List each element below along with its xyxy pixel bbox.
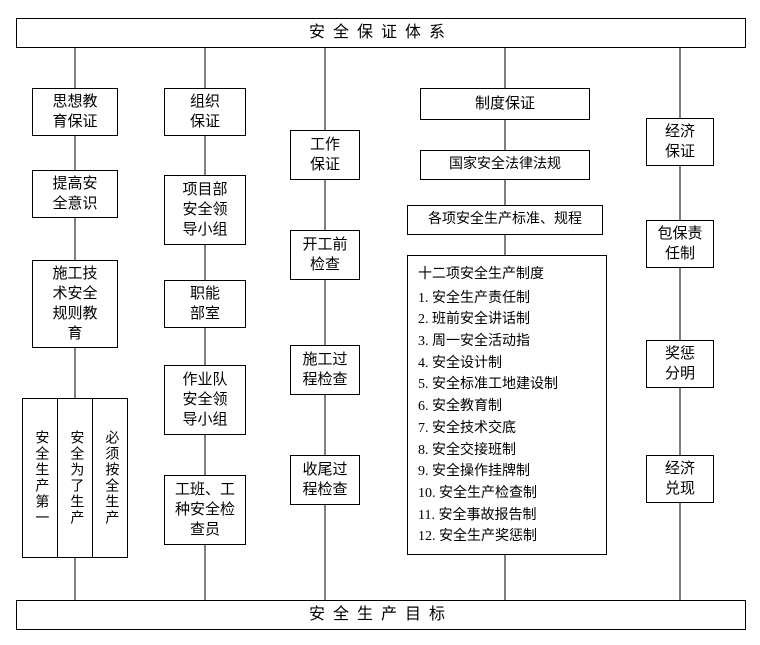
col2-box3: 职能 部室 bbox=[164, 280, 246, 328]
col1-box4-a: 安全生产第一 bbox=[23, 399, 57, 557]
col3-box2: 开工前 检查 bbox=[290, 230, 360, 280]
col4-list-item: 2. 班前安全讲话制 bbox=[418, 309, 596, 331]
col4-list-item: 3. 周一安全活动指 bbox=[418, 331, 596, 353]
col4-box3: 各项安全生产标准、规程 bbox=[407, 205, 603, 235]
col4-list-item: 10. 安全生产检查制 bbox=[418, 483, 596, 505]
col3-box1: 工作 保证 bbox=[290, 130, 360, 180]
col5-box3: 奖惩 分明 bbox=[646, 340, 714, 388]
col3-box3: 施工过 程检查 bbox=[290, 345, 360, 395]
footer-title: 安全生产目标 bbox=[16, 600, 746, 630]
col1-box4-b: 安全为了生产 bbox=[57, 399, 92, 557]
col1-box4-vertical: 安全生产第一 安全为了生产 必须按全生产 bbox=[22, 398, 128, 558]
col4-list-box: 十二项安全生产制度 1. 安全生产责任制 2. 班前安全讲话制 3. 周一安全活… bbox=[407, 255, 607, 555]
col5-box4: 经济 兑现 bbox=[646, 455, 714, 503]
header-title: 安全保证体系 bbox=[16, 18, 746, 48]
col4-list-item: 12. 安全生产奖惩制 bbox=[418, 526, 596, 548]
col2-box4: 作业队 安全领 导小组 bbox=[164, 365, 246, 435]
col4-list-item: 6. 安全教育制 bbox=[418, 396, 596, 418]
col4-box1: 制度保证 bbox=[420, 88, 590, 120]
col4-list-item: 4. 安全设计制 bbox=[418, 353, 596, 375]
col1-box4-c: 必须按全生产 bbox=[92, 399, 127, 557]
col2-box2: 项目部 安全领 导小组 bbox=[164, 175, 246, 245]
col4-list-title: 十二项安全生产制度 bbox=[418, 264, 596, 286]
diagram-canvas: 安全保证体系 安全生产目标 思想教 育保证 提高安 全意识 施工技 术安全 规则… bbox=[0, 0, 760, 645]
col4-list-item: 1. 安全生产责任制 bbox=[418, 288, 596, 310]
col1-box3: 施工技 术安全 规则教 育 bbox=[32, 260, 118, 348]
col4-list-item: 9. 安全操作挂牌制 bbox=[418, 461, 596, 483]
col5-box1: 经济 保证 bbox=[646, 118, 714, 166]
col4-list-item: 11. 安全事故报告制 bbox=[418, 505, 596, 527]
col3-box4: 收尾过 程检查 bbox=[290, 455, 360, 505]
col2-box5: 工班、工 种安全检 查员 bbox=[164, 475, 246, 545]
col1-box2: 提高安 全意识 bbox=[32, 170, 118, 218]
col4-list-item: 7. 安全技术交底 bbox=[418, 418, 596, 440]
col4-list-item: 5. 安全标准工地建设制 bbox=[418, 374, 596, 396]
col4-list-item: 8. 安全交接班制 bbox=[418, 440, 596, 462]
col1-box1: 思想教 育保证 bbox=[32, 88, 118, 136]
col2-box1: 组织 保证 bbox=[164, 88, 246, 136]
col5-box2: 包保责 任制 bbox=[646, 220, 714, 268]
col4-box2: 国家安全法律法规 bbox=[420, 150, 590, 180]
